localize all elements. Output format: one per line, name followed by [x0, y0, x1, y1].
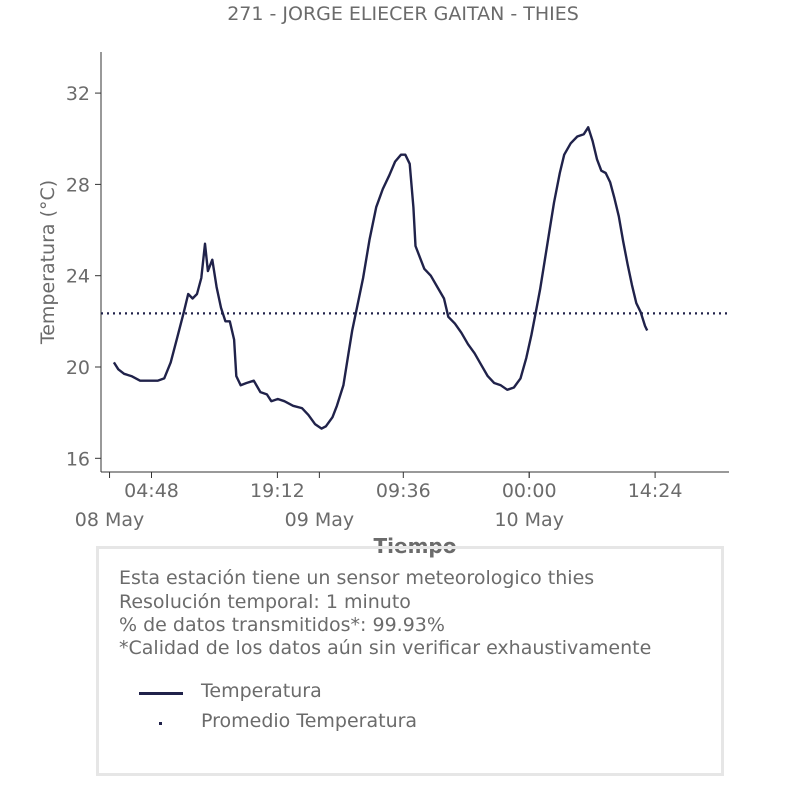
info-line-quality-note: *Calidad de los datos aún sin verificar …	[119, 637, 652, 659]
legend-dot-swatch	[159, 722, 162, 725]
x-tick-label: 14:24	[628, 480, 683, 502]
temperature-series-line	[112, 126, 649, 430]
y-tick-label: 28	[66, 174, 90, 196]
y-tick-label: 24	[66, 266, 90, 288]
x-tick-label: 19:12	[250, 480, 305, 502]
y-tick-label: 16	[66, 448, 90, 470]
x-date-label: 09 May	[285, 509, 355, 531]
info-line-transmitted: % de datos transmitidos*: 99.93%	[119, 614, 445, 636]
info-box: Esta estación tiene un sensor meteorolog…	[96, 546, 724, 776]
chart-title: 271 - JORGE ELIECER GAITAN - THIES	[227, 3, 579, 25]
legend-label-temperatura: Temperatura	[201, 680, 322, 702]
y-axis-title: Temperatura (°C)	[37, 180, 59, 345]
y-tick-label: 32	[66, 83, 90, 105]
info-line-resolution: Resolución temporal: 1 minuto	[119, 591, 411, 613]
x-tick-label: 09:36	[376, 480, 431, 502]
x-date-label: 08 May	[75, 509, 145, 531]
y-tick-label: 20	[66, 357, 90, 379]
x-tick-label: 00:00	[502, 480, 557, 502]
legend-line-swatch	[139, 692, 183, 695]
x-date-label: 10 May	[494, 509, 564, 531]
info-line-sensor: Esta estación tiene un sensor meteorolog…	[119, 567, 595, 589]
x-tick-label: 04:48	[124, 480, 179, 502]
legend-label-promedio: Promedio Temperatura	[201, 710, 418, 732]
